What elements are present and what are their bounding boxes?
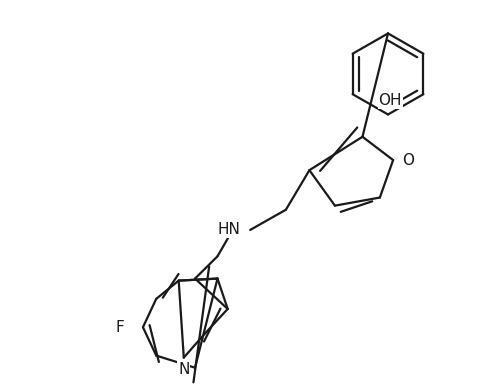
Text: HN: HN <box>217 222 240 237</box>
Text: O: O <box>402 152 414 168</box>
Text: F: F <box>116 320 124 335</box>
Text: N: N <box>178 362 189 377</box>
Text: OH: OH <box>378 93 402 108</box>
